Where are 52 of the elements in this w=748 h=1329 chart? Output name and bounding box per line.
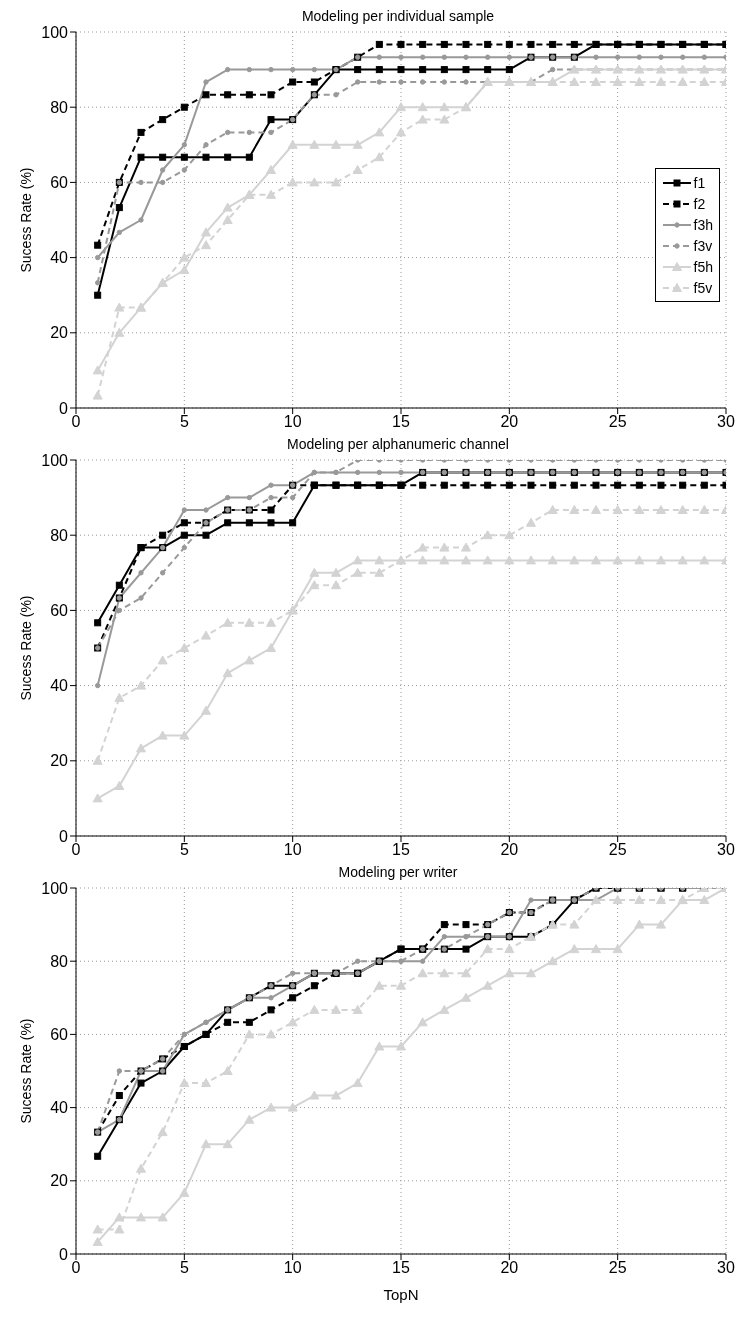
x-tick-label: 20 xyxy=(500,841,519,859)
x-tick-label: 15 xyxy=(392,841,410,859)
x-tick-label: 10 xyxy=(283,413,302,431)
legend-label: f3v xyxy=(693,237,713,254)
x-tick-label: 30 xyxy=(717,841,735,859)
y-tick-label: 80 xyxy=(50,526,69,544)
y-tick-label: 0 xyxy=(59,1245,69,1263)
x-tick-label: 25 xyxy=(608,413,627,431)
x-tick-label: 25 xyxy=(608,841,627,859)
legend-label: f3h xyxy=(693,216,713,233)
legend-label: f5v xyxy=(693,279,713,296)
x-axis-title: TopN xyxy=(383,1286,419,1303)
x-tick-label: 5 xyxy=(179,841,189,859)
y-tick-label: 100 xyxy=(41,23,69,41)
legend-label: f1 xyxy=(693,174,706,191)
x-tick-label: 15 xyxy=(392,1259,410,1277)
y-tick-label: 60 xyxy=(50,174,69,192)
y-tick-label: 80 xyxy=(50,98,69,116)
x-tick-label: 0 xyxy=(71,413,81,431)
legend-label: f5h xyxy=(693,258,713,275)
y-tick-label: 20 xyxy=(50,752,69,770)
x-tick-label: 30 xyxy=(717,413,735,431)
x-tick-label: 15 xyxy=(392,413,410,431)
y-tick-label: 80 xyxy=(50,952,69,970)
legend-label: f2 xyxy=(693,195,706,212)
y-tick-label: 60 xyxy=(50,602,69,620)
x-tick-label: 20 xyxy=(500,1259,519,1277)
x-tick-label: 0 xyxy=(71,841,81,859)
x-tick-label: 5 xyxy=(179,1259,189,1277)
x-tick-label: 10 xyxy=(283,841,302,859)
chart-title: Modeling per writer xyxy=(338,864,458,880)
y-tick-label: 60 xyxy=(50,1026,69,1044)
x-tick-label: 30 xyxy=(717,1259,735,1277)
y-tick-label: 20 xyxy=(50,1172,69,1190)
x-tick-label: 25 xyxy=(608,1259,627,1277)
chart-title: Modeling per alphanumeric channel xyxy=(287,436,509,452)
y-tick-label: 100 xyxy=(41,879,69,897)
x-tick-label: 5 xyxy=(179,413,189,431)
y-tick-label: 40 xyxy=(50,1099,69,1117)
x-tick-label: 20 xyxy=(500,413,519,431)
x-tick-label: 10 xyxy=(283,1259,302,1277)
y-tick-label: 0 xyxy=(59,399,69,417)
y-axis-title: Sucess Rate (%) xyxy=(17,1018,34,1124)
chart-title: Modeling per individual sample xyxy=(301,8,495,24)
y-tick-label: 0 xyxy=(59,827,69,845)
y-axis-title: Sucess Rate (%) xyxy=(17,167,34,273)
x-tick-label: 0 xyxy=(71,1259,81,1277)
y-tick-label: 20 xyxy=(50,324,69,342)
y-tick-label: 40 xyxy=(50,249,69,267)
y-tick-label: 100 xyxy=(41,451,69,469)
y-axis-title: Sucess Rate (%) xyxy=(17,595,34,701)
y-tick-label: 40 xyxy=(50,677,69,695)
